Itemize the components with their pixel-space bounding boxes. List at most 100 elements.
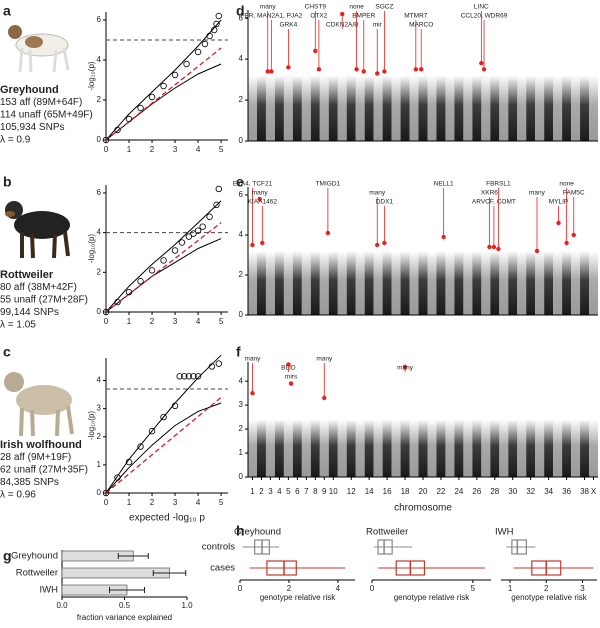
peak-point	[286, 65, 291, 70]
x-tick-label: 2	[259, 487, 264, 496]
snp-density	[463, 419, 473, 477]
box	[377, 539, 393, 555]
x-tick-label: 4	[336, 584, 341, 593]
observed-point	[183, 60, 190, 68]
peak-label: CDKN2A/B	[326, 22, 359, 29]
peak-point	[325, 230, 331, 236]
observed-point	[199, 223, 206, 230]
snp-density	[481, 251, 491, 315]
peak-point	[257, 196, 262, 202]
snp-density	[248, 251, 257, 315]
confidence-band	[105, 238, 222, 313]
peak-point	[382, 69, 387, 74]
peak-point	[354, 67, 359, 72]
y-axis-label: -log₁₀(p)	[87, 411, 96, 440]
peak-point	[419, 67, 424, 72]
panel-letter: d	[236, 3, 245, 19]
observed-point	[194, 227, 202, 234]
snp-density	[562, 75, 572, 141]
snp-density	[571, 75, 581, 141]
snp-density	[517, 251, 527, 315]
snp-density	[553, 419, 563, 477]
peak-label: MYLIP	[549, 199, 569, 206]
observed-point	[215, 360, 222, 367]
snp-density	[571, 251, 581, 315]
snp-density	[589, 251, 598, 315]
x-tick-label: 1	[127, 498, 132, 507]
peak-point	[375, 242, 380, 248]
x-tick-label: X	[591, 487, 597, 496]
x-tick-label: 0	[370, 584, 375, 593]
x-tick-label: 5	[219, 498, 224, 507]
peak-label: BMPER	[352, 13, 375, 20]
observed-point	[102, 489, 110, 497]
peak-label: CCL20, WDR69	[461, 13, 508, 20]
expected-line	[105, 396, 222, 494]
x-tick-label: 3	[173, 498, 178, 507]
snp-density	[562, 251, 572, 315]
peak-point	[491, 244, 497, 250]
observed-point	[213, 20, 220, 28]
box	[266, 560, 297, 576]
snp-density	[301, 419, 311, 477]
snp-density	[490, 75, 500, 141]
snp-density	[283, 251, 293, 315]
snp-density	[463, 251, 473, 315]
x-tick-label: 4	[196, 317, 201, 326]
peak-point	[250, 390, 255, 396]
observed-point	[206, 213, 213, 220]
snp-density	[436, 419, 446, 477]
observed-point	[114, 126, 121, 134]
x-axis-label: genotype relative risk	[260, 593, 337, 602]
peak-point	[496, 246, 501, 252]
snp-density	[436, 75, 446, 141]
x-tick-label: 0	[238, 584, 243, 593]
x-tick-label: 1	[127, 145, 132, 154]
snp-density	[436, 251, 446, 315]
x-tick-label: 7	[304, 487, 309, 496]
snp-density	[472, 251, 482, 315]
confidence-band	[105, 63, 222, 141]
snp-density	[274, 419, 284, 477]
snp-density	[292, 251, 302, 315]
peak-label: mir	[373, 22, 383, 29]
y-tick-label: 0	[97, 307, 102, 316]
snp-density	[248, 419, 257, 477]
y-tick-label: 0	[239, 310, 244, 319]
snp-density	[418, 251, 428, 315]
panel-letter: g	[3, 548, 12, 564]
peak-label: none	[349, 4, 364, 11]
x-tick-label: 5	[471, 584, 476, 593]
snp-density	[337, 75, 347, 141]
panel-letter: e	[236, 174, 244, 190]
snp-density	[445, 75, 455, 141]
snp-density	[454, 251, 464, 315]
panel-letter: h	[236, 523, 245, 539]
peak-label: EYA4, TCF21	[233, 181, 273, 188]
observed-point	[114, 298, 121, 306]
snp-density	[355, 419, 365, 477]
category-label: cases	[210, 563, 235, 574]
x-tick-label: 18	[401, 487, 410, 496]
snp-density	[535, 419, 545, 477]
snp-density	[310, 251, 320, 315]
peak-point	[286, 362, 291, 367]
snp-density	[274, 251, 284, 315]
observed-point	[102, 308, 110, 316]
snp-density	[283, 75, 293, 141]
panel-title: Rottweiler	[366, 527, 408, 538]
peak-point	[441, 234, 446, 240]
snp-density	[544, 419, 554, 477]
breed-info: λ = 1.05	[0, 320, 36, 331]
x-tick-label: 38	[580, 487, 589, 496]
expected-line	[105, 47, 222, 141]
peak-point	[313, 48, 318, 54]
snp-density	[364, 75, 374, 141]
dog-photo	[4, 372, 74, 437]
snp-density	[256, 419, 266, 477]
breed-info: 99,144 SNPs	[0, 307, 59, 318]
snp-density	[571, 419, 581, 477]
x-tick-label: 0	[104, 498, 109, 507]
x-tick-label: 14	[365, 487, 374, 496]
